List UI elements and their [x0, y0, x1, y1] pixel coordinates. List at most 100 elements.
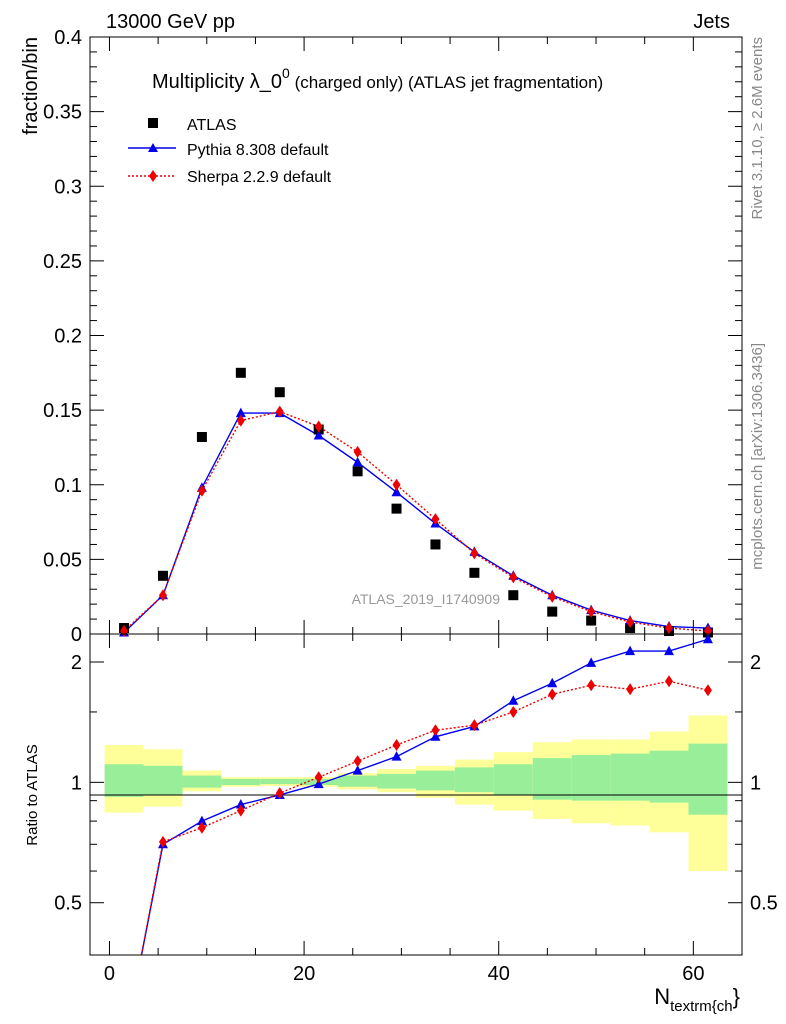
data-point-2 [236, 414, 245, 427]
legend-marker-atlas [148, 118, 158, 128]
inner-band-bin [221, 778, 261, 785]
data-point-2 [314, 420, 323, 433]
ratio-point-2 [392, 739, 401, 752]
x-tick-label: 0 [104, 963, 115, 985]
x-tick-label: 60 [682, 963, 704, 985]
ratio-line-1 [140, 638, 709, 955]
x-axis-title: Ntextrm{ch} [654, 984, 740, 1015]
ratio-y-axis-title: Ratio to ATLAS [24, 744, 41, 845]
ratio-y-tick-label: 1 [71, 772, 82, 794]
legend-label-pythia: Pythia 8.308 default [187, 142, 329, 159]
data-point-2 [548, 590, 557, 603]
ratio-point-2 [509, 705, 518, 718]
ratio-point-2 [431, 724, 440, 737]
data-point-2 [509, 571, 518, 584]
inner-band-bin [338, 775, 378, 787]
x-axis-title-brace: } [733, 984, 740, 1009]
data-point-1 [352, 456, 363, 467]
ratio-point-2 [470, 719, 479, 732]
inner-band-bin [493, 764, 533, 795]
header-left-label: 13000 GeV pp [106, 11, 235, 33]
side-label-rivet: Rivet 3.1.10, ≥ 2.6M events [749, 37, 766, 220]
y-tick-label: 0.15 [43, 400, 82, 422]
inner-band-bin [416, 770, 455, 791]
data-point-2 [392, 478, 401, 491]
data-point-2 [158, 589, 167, 602]
y-tick-label: 0.3 [54, 176, 82, 198]
data-point-2 [665, 622, 674, 635]
chart-title-rest: (charged only) (ATLAS jet fragmentation) [290, 73, 603, 92]
ratio-point-2 [626, 683, 635, 696]
ratio-point-1 [586, 657, 597, 667]
data-point-1 [235, 407, 246, 418]
ratio-point-1 [391, 751, 402, 761]
data-point-0 [196, 431, 207, 442]
data-point-0 [508, 590, 519, 601]
data-point-2 [626, 616, 635, 629]
x-tick-label: 40 [488, 963, 510, 985]
ratio-y-tick-label-right: 2 [750, 652, 761, 674]
y-tick-label: 0 [71, 624, 82, 646]
data-point-0 [547, 606, 558, 617]
ratio-point-1 [313, 778, 324, 789]
inner-band-bin [143, 765, 183, 795]
ratio-y-tick-label-right: 0.5 [750, 893, 778, 915]
legend-marker-pythia [148, 143, 158, 152]
legend: ATLAS Pythia 8.308 default Sherpa 2.2.9 … [128, 117, 332, 186]
series-line-1 [123, 412, 708, 634]
series-line-2 [123, 410, 708, 632]
inner-band-bin [688, 743, 728, 815]
y-tick-label: 0.35 [43, 102, 82, 124]
data-point-0 [430, 539, 441, 550]
ratio-y-tick-label: 0.5 [54, 893, 82, 915]
data-point-0 [586, 615, 597, 626]
ratio-y-tick-label-right: 1 [750, 772, 761, 794]
data-point-2 [275, 405, 284, 418]
ratio-point-2 [197, 821, 206, 834]
ratio-point-1 [508, 695, 519, 705]
ratio-point-2 [548, 688, 557, 701]
x-tick-label: 20 [293, 963, 315, 985]
y-tick-label: 0.1 [54, 475, 82, 497]
ratio-y-tick-label: 2 [71, 652, 82, 674]
inner-band-bin [454, 767, 494, 793]
ratio-point-2 [158, 835, 167, 848]
ratio-point-1 [352, 765, 363, 775]
data-point-2 [587, 605, 596, 618]
x-axis-title-subscript: textrm{ch [670, 998, 733, 1015]
y-tick-label: 0.4 [54, 27, 82, 49]
axes: 00.050.10.150.20.250.30.350.40 20 40 600.5 0… [43, 27, 778, 985]
y-tick-label: 0.25 [43, 251, 82, 273]
chart-title-superscript: 0 [282, 65, 290, 81]
data-point-0 [157, 570, 168, 581]
data-point-0 [469, 567, 480, 578]
ratio-point-1 [625, 645, 636, 656]
ratio-line-2 [140, 680, 709, 955]
ratio-panel-frame [89, 633, 743, 956]
ratio-point-2 [275, 787, 284, 800]
data-point-2 [197, 484, 206, 497]
ratio-uncertainty-bands [104, 715, 728, 872]
ratio-point-2 [587, 679, 596, 692]
ratio-point-2 [236, 804, 245, 817]
ratio-panel-data [140, 633, 713, 955]
ratio-point-2 [314, 771, 323, 784]
ratio-point-1 [702, 633, 713, 644]
x-axis-title-main: N [654, 984, 670, 1009]
data-point-0 [235, 367, 246, 378]
inner-band-bin [182, 775, 222, 788]
analysis-label: ATLAS_2019_I1740909 [352, 591, 501, 607]
legend-label-sherpa: Sherpa 2.2.9 default [187, 169, 332, 186]
data-point-0 [274, 387, 285, 398]
chart-title-main: Multiplicity λ_0 [152, 71, 282, 93]
ratio-point-2 [665, 675, 674, 688]
y-tick-label: 0.05 [43, 549, 82, 571]
ratio-point-1 [664, 645, 675, 656]
legend-label-atlas: ATLAS [187, 117, 237, 134]
inner-band-bin [377, 773, 416, 789]
data-point-2 [431, 513, 440, 526]
header-right-label: Jets [693, 11, 730, 33]
chart-title: Multiplicity λ_00 (charged only) (ATLAS … [152, 65, 603, 93]
ratio-point-1 [547, 677, 558, 688]
